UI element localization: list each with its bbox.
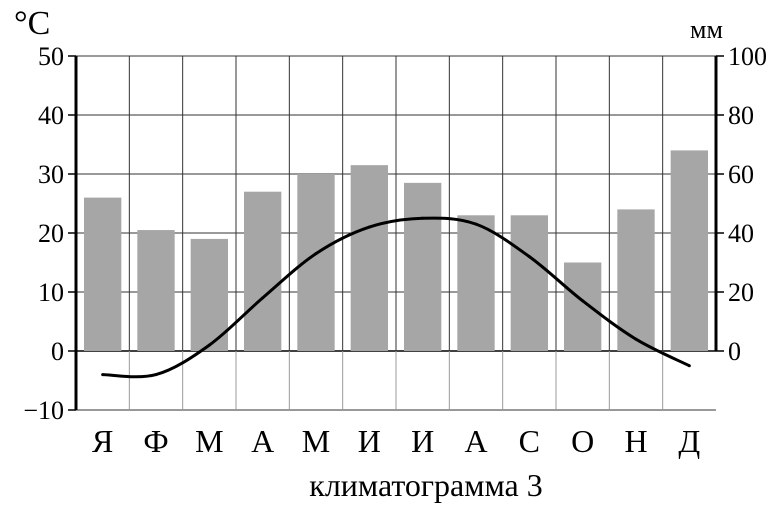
axes xyxy=(68,55,724,411)
left-tick-label: 50 xyxy=(38,42,64,71)
month-label: С xyxy=(519,423,540,459)
precipitation-bar xyxy=(617,209,655,351)
month-label: Я xyxy=(92,423,113,459)
right-tick-label: 40 xyxy=(728,219,754,248)
precipitation-bar xyxy=(84,197,122,351)
precipitation-bar xyxy=(350,165,388,351)
temperature-point xyxy=(367,225,371,229)
precipitation-bar xyxy=(244,191,282,351)
temperature-point xyxy=(207,343,211,347)
chart-title: климатограмма 3 xyxy=(309,467,542,503)
right-tick-label: 20 xyxy=(728,278,754,307)
left-tick-label: 10 xyxy=(38,278,64,307)
precipitation-bar xyxy=(670,150,708,351)
month-label: О xyxy=(571,423,594,459)
temperature-point xyxy=(474,222,478,226)
precipitation-bar xyxy=(190,238,228,351)
month-label: Ф xyxy=(143,423,168,459)
grid xyxy=(76,55,716,411)
right-tick-label: 80 xyxy=(728,101,754,130)
month-label: И xyxy=(358,423,381,459)
left-tick-label: 0 xyxy=(51,337,64,366)
temperature-point xyxy=(261,296,265,300)
temperature-point xyxy=(101,373,105,377)
left-axis-unit: °C xyxy=(14,5,50,42)
month-label: М xyxy=(302,423,330,459)
month-label: И xyxy=(411,423,434,459)
right-tick-label: 0 xyxy=(728,337,741,366)
month-label: Н xyxy=(624,423,647,459)
precipitation-bar xyxy=(510,215,548,351)
month-label: М xyxy=(195,423,223,459)
temperature-point xyxy=(527,255,531,259)
temperature-point xyxy=(687,364,691,368)
precipitation-bar xyxy=(137,230,175,351)
left-tick-label: 20 xyxy=(38,219,64,248)
month-label: Д xyxy=(678,423,700,459)
temperature-point xyxy=(581,299,585,303)
temperature-point xyxy=(314,252,318,256)
temperature-point xyxy=(634,337,638,341)
temperature-point xyxy=(154,373,158,377)
precipitation-bar xyxy=(404,182,442,351)
left-tick-label: −10 xyxy=(23,396,64,425)
left-tick-label: 30 xyxy=(38,160,64,189)
temperature-point xyxy=(421,216,425,220)
left-tick-label: 40 xyxy=(38,101,64,130)
precipitation-bars xyxy=(84,150,708,351)
precipitation-bar xyxy=(457,215,495,351)
right-axis-unit: мм xyxy=(690,15,723,44)
right-tick-label: 100 xyxy=(728,42,767,71)
right-tick-label: 60 xyxy=(728,160,754,189)
temperature-line-group xyxy=(101,216,691,379)
precipitation-bar xyxy=(564,262,602,351)
month-label: А xyxy=(464,423,487,459)
month-label: А xyxy=(251,423,274,459)
